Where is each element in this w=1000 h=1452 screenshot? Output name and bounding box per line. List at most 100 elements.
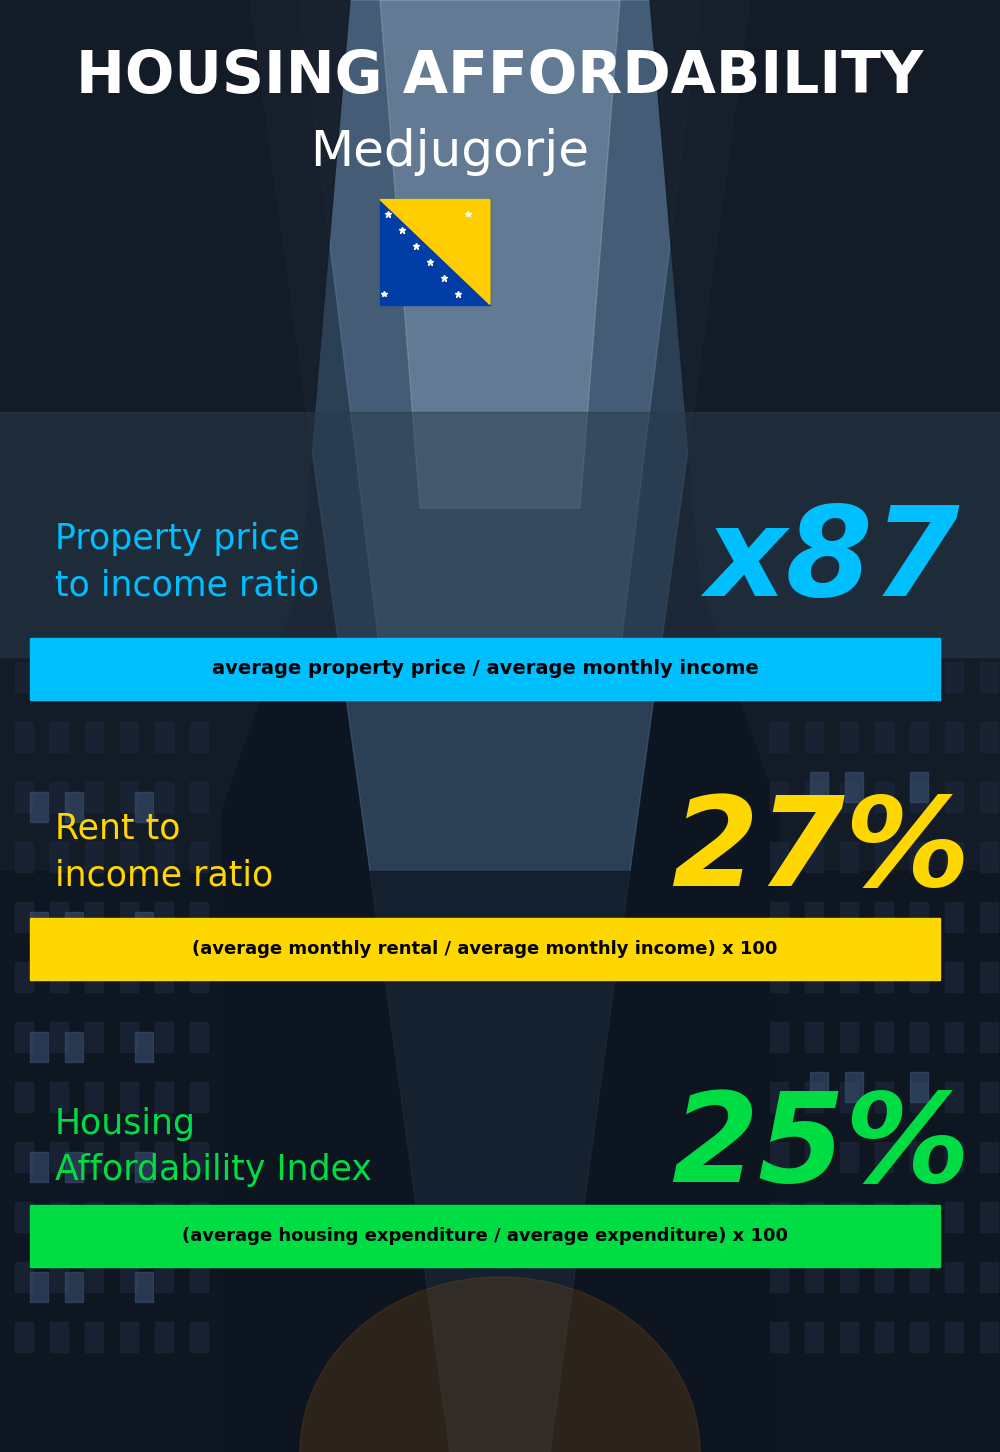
Bar [875, 722, 893, 752]
Bar [65, 912, 83, 942]
Bar [85, 1321, 103, 1352]
Bar [190, 963, 208, 992]
Bar [770, 1022, 788, 1053]
Bar [910, 1321, 928, 1352]
Bar [155, 1202, 173, 1231]
Bar [805, 662, 823, 693]
Bar [65, 1151, 83, 1182]
Bar [190, 662, 208, 693]
Bar [190, 1022, 208, 1053]
Bar [780, 653, 1000, 1452]
Bar [910, 963, 928, 992]
Bar [120, 1143, 138, 1172]
Bar [910, 1072, 928, 1102]
Polygon shape [0, 0, 350, 1016]
Bar [805, 1321, 823, 1352]
Bar [980, 1082, 998, 1112]
Bar [810, 772, 828, 802]
Bar [15, 1022, 33, 1053]
Bar [15, 1143, 33, 1172]
Bar [190, 1262, 208, 1292]
Bar [875, 1082, 893, 1112]
Bar [190, 1202, 208, 1231]
Bar [910, 772, 928, 802]
Bar [15, 842, 33, 873]
Bar [135, 1272, 153, 1302]
Bar [65, 1032, 83, 1061]
Text: (average monthly rental / average monthly income) x 100: (average monthly rental / average monthl… [192, 939, 778, 958]
Bar [910, 842, 928, 873]
Bar [805, 1262, 823, 1292]
Bar [945, 1321, 963, 1352]
Bar [85, 1022, 103, 1053]
Bar [30, 791, 48, 822]
Bar [770, 1143, 788, 1172]
Bar [980, 1202, 998, 1231]
Text: HOUSING AFFORDABILITY: HOUSING AFFORDABILITY [76, 48, 924, 106]
Bar [50, 1082, 68, 1112]
Bar [120, 662, 138, 693]
Bar [135, 1151, 153, 1182]
Text: x87: x87 [705, 501, 960, 623]
Bar [15, 963, 33, 992]
Bar [770, 963, 788, 992]
Bar [85, 842, 103, 873]
Bar [840, 722, 858, 752]
Bar [875, 662, 893, 693]
Bar [910, 1143, 928, 1172]
Bar [85, 783, 103, 812]
Bar [50, 1262, 68, 1292]
Bar [135, 912, 153, 942]
Bar [805, 1202, 823, 1231]
Bar [805, 1022, 823, 1053]
Bar [875, 1321, 893, 1352]
Bar [15, 1082, 33, 1112]
Bar [15, 783, 33, 812]
Ellipse shape [300, 1276, 700, 1452]
Bar [85, 1082, 103, 1112]
Bar [770, 902, 788, 932]
Bar [120, 1321, 138, 1352]
Bar [980, 963, 998, 992]
Bar [875, 1143, 893, 1172]
Bar [910, 1082, 928, 1112]
Bar [770, 1262, 788, 1292]
Bar [840, 1143, 858, 1172]
Bar [190, 1321, 208, 1352]
Bar [50, 902, 68, 932]
Bar [910, 1223, 928, 1252]
Text: Rent to
income ratio: Rent to income ratio [55, 812, 273, 892]
Bar [945, 1143, 963, 1172]
Text: average property price / average monthly income: average property price / average monthly… [212, 659, 758, 678]
Bar [770, 722, 788, 752]
Bar [945, 1082, 963, 1112]
Bar [135, 1032, 153, 1061]
Bar [120, 1202, 138, 1231]
Bar [980, 1321, 998, 1352]
Bar [910, 1022, 928, 1053]
Polygon shape [380, 0, 620, 508]
Bar [875, 783, 893, 812]
Bar [50, 842, 68, 873]
Bar [805, 963, 823, 992]
Bar [50, 662, 68, 693]
Bar [875, 842, 893, 873]
Bar [15, 1202, 33, 1231]
Bar [980, 1143, 998, 1172]
Bar [155, 1143, 173, 1172]
Text: (average housing expenditure / average expenditure) x 100: (average housing expenditure / average e… [182, 1227, 788, 1244]
Bar [50, 1143, 68, 1172]
Bar [980, 662, 998, 693]
Bar [30, 1032, 48, 1061]
Bar [980, 722, 998, 752]
Bar [945, 842, 963, 873]
Bar [30, 1205, 940, 1268]
Bar [15, 1262, 33, 1292]
Bar [30, 912, 48, 942]
Bar [155, 1321, 173, 1352]
Bar [945, 1022, 963, 1053]
Bar [15, 902, 33, 932]
Bar [85, 1262, 103, 1292]
Bar [770, 1202, 788, 1231]
Bar [65, 791, 83, 822]
